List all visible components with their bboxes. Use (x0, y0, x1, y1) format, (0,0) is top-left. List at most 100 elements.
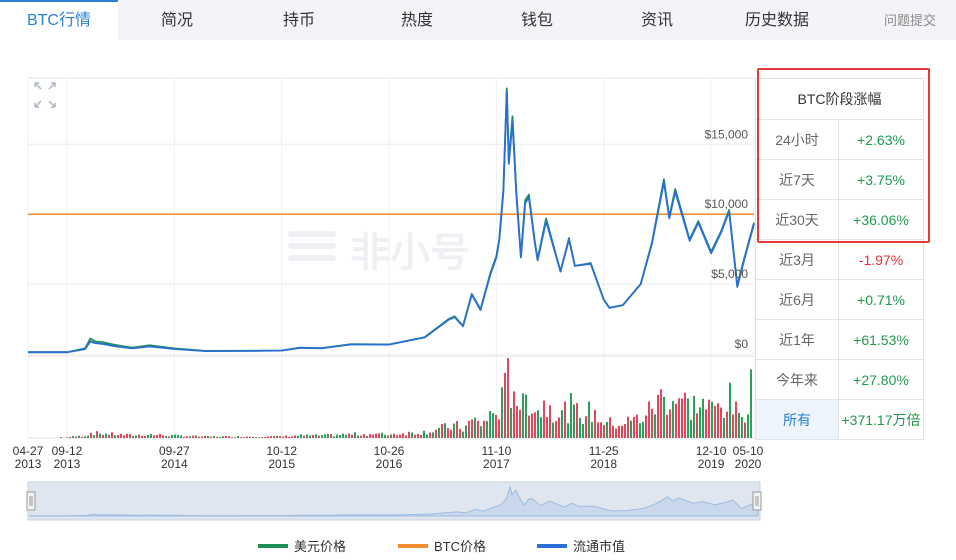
volume-bar (444, 423, 446, 438)
volume-bar (135, 435, 137, 438)
tab-btc-market[interactable]: BTC行情 (0, 0, 118, 42)
volume-bar (675, 403, 677, 438)
volume-bar (198, 436, 200, 438)
x-tick-label: 12-10 (696, 444, 727, 458)
volume-bar (411, 432, 413, 438)
volume-bar (447, 428, 449, 438)
volume-bar (735, 401, 737, 438)
volume-bar (606, 421, 608, 438)
x-tick-label: 11-25 (589, 444, 619, 458)
volume-bar (300, 434, 302, 438)
tab-bar: BTC行情 简况 持币 热度 钱包 资讯 历史数据 问题提交 (0, 0, 956, 42)
tab-overview[interactable]: 简况 (160, 12, 193, 29)
volume-bar (297, 435, 299, 438)
volume-bar (489, 411, 491, 438)
volume-bar (141, 435, 143, 438)
stat-row-24h: 24小时 +2.63% (755, 119, 924, 160)
volume-bar (744, 422, 746, 438)
volume-bar (465, 425, 467, 438)
volume-bar (612, 425, 614, 438)
volume-bar (702, 398, 704, 438)
volume-bar (414, 434, 416, 438)
volume-bar (654, 414, 656, 438)
volume-bar (105, 433, 107, 438)
stat-row-30d: 近30天 +36.06% (755, 199, 924, 240)
navigator-handle-right[interactable] (752, 491, 762, 511)
volume-bar (468, 420, 470, 438)
volume-bar (552, 422, 554, 438)
volume-bar (417, 433, 419, 438)
feedback-link[interactable]: 问题提交 (883, 13, 936, 28)
volume-bar (108, 434, 110, 438)
x-tick-year: 2015 (268, 457, 295, 471)
volume-bar (714, 406, 716, 438)
volume-bars (60, 358, 752, 438)
volume-bar (441, 424, 443, 438)
volume-bar (363, 434, 365, 438)
volume-bar (180, 435, 182, 438)
volume-bar (645, 415, 647, 438)
stat-row-all: 所有 +371.17万倍 (755, 399, 924, 440)
volume-bar (237, 436, 239, 438)
volume-bar (156, 434, 158, 438)
volume-bar (582, 423, 584, 438)
volume-bar (153, 435, 155, 438)
volume-bar (732, 414, 734, 438)
volume-bar (501, 387, 503, 438)
volume-bar (636, 414, 638, 438)
volume-bar (99, 433, 101, 438)
stat-label: 近3月 (755, 239, 839, 280)
all-time-button[interactable]: 所有 (755, 399, 839, 440)
volume-bar (117, 435, 119, 438)
navigator-handle-left[interactable] (26, 491, 36, 511)
legend-item-btc-price[interactable]: BTC价格 (398, 536, 486, 556)
volume-bar (585, 416, 587, 438)
volume-bar (162, 435, 164, 438)
volume-bar (453, 423, 455, 438)
volume-bar (330, 434, 332, 438)
volume-bar (291, 436, 293, 438)
volume-bar (729, 382, 731, 438)
volume-bar (93, 435, 95, 438)
stat-value: +61.53% (838, 319, 924, 360)
volume-bar (579, 417, 581, 438)
volume-bar (630, 420, 632, 438)
volume-bar (510, 408, 512, 438)
volume-bar (570, 393, 572, 438)
volume-bar (615, 428, 617, 438)
volume-bar (405, 435, 407, 438)
volume-bar (279, 436, 281, 438)
volume-bar (192, 435, 194, 438)
volume-bar (513, 391, 515, 438)
x-tick-year: 2014 (161, 457, 188, 471)
tab-popularity[interactable]: 热度 (400, 12, 433, 29)
volume-bar (531, 413, 533, 438)
volume-bar (567, 423, 569, 438)
volume-bar (546, 416, 548, 438)
volume-bar (87, 435, 89, 438)
tab-history-data[interactable]: 历史数据 (744, 12, 809, 29)
volume-bar (678, 398, 680, 438)
volume-bar (114, 435, 116, 438)
volume-bar (276, 435, 278, 438)
stat-value: +2.63% (838, 119, 924, 160)
volume-bar (222, 436, 224, 438)
volume-bar (384, 434, 386, 438)
volume-bar (642, 421, 644, 438)
legend-item-market-cap[interactable]: 流通市值 (537, 536, 625, 556)
volume-bar (471, 419, 473, 438)
expand-icon[interactable] (34, 82, 56, 108)
tab-wallet[interactable]: 钱包 (520, 12, 553, 29)
market-cap-line (28, 90, 755, 354)
y-axis: $0 $5,000 $10,000 $15,000 (705, 127, 749, 351)
volume-bar (561, 410, 563, 438)
grid-lines (27, 78, 755, 438)
volume-bar (255, 437, 257, 438)
volume-bar (693, 395, 695, 438)
tab-news[interactable]: 资讯 (640, 12, 673, 29)
volume-bar (261, 437, 263, 438)
volume-bar (558, 417, 560, 438)
tab-holdings[interactable]: 持币 (282, 12, 315, 29)
legend-item-usd-price[interactable]: 美元价格 (258, 536, 346, 556)
volume-bar (174, 434, 176, 438)
